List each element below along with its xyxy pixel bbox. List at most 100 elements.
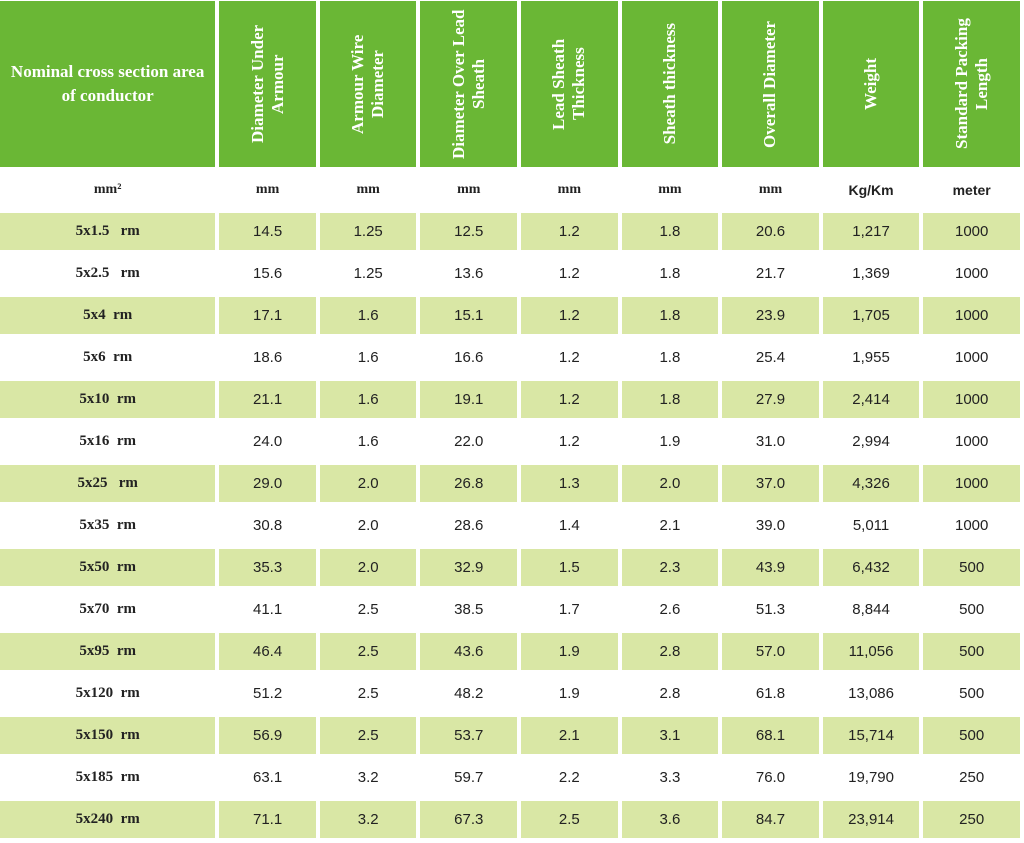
table-cell: 38.5 [454,601,484,618]
header-weight: Weight [822,1,920,167]
table-cell: 57.0 [722,633,819,670]
table-cell: 43.6 [420,633,518,670]
units-row: mm² mm mm mm mm mm mm Kg/Km meter [0,172,1020,208]
table-cell: 2.1 [659,517,681,534]
header-row: Nominal cross section area of conductor … [0,1,1020,167]
unit-cell: Kg/Km [822,172,920,208]
table-cell: 250 [923,801,1020,838]
table-cell: 3.6 [621,801,719,838]
table-cell: 12.5 [420,213,518,250]
table-cell: 1000 [923,381,1020,418]
row-label-cell: 5x10 rm [0,381,216,418]
row-label-cell: 5x35 rm [79,517,136,533]
table-cell: 1,705 [822,297,920,334]
table-cell: 1.2 [558,265,580,282]
table-cell: 11,056 [822,633,920,670]
table-cell: 500 [959,685,985,702]
table-cell: 1.6 [357,349,379,366]
table-cell: 2.8 [659,685,681,702]
table-cell: 1.8 [621,297,719,334]
table-cell: 21.7 [755,265,786,282]
table-cell: 32.9 [420,549,518,586]
table-cell: 2.6 [659,601,681,618]
header-standard-packing-length: Standard Packing Length [923,1,1020,167]
table-cell: 35.3 [219,549,316,586]
table-row: 5x10 rm 21.1 1.6 19.1 1.2 1.8 27.9 2,414 1000 [0,381,1020,418]
table-cell: 3.1 [621,717,719,754]
table-cell: 1.8 [621,381,719,418]
table-cell: 63.1 [252,769,283,786]
table-cell: 16.6 [454,349,484,366]
table-cell: 2.1 [521,717,618,754]
row-label-cell: 5x25 rm [0,465,216,502]
table-cell: 1.6 [357,433,379,450]
table-cell: 2,414 [822,381,920,418]
table-cell: 26.8 [420,465,518,502]
table-cell: 56.9 [219,717,316,754]
row-label-cell: 5x185 rm [75,769,140,785]
table-cell: 15.6 [252,265,283,282]
table-cell: 1000 [923,465,1020,502]
table-cell: 2.0 [319,549,417,586]
table-cell: 1000 [954,349,989,366]
table-cell: 1.7 [558,601,580,618]
table-cell: 500 [923,717,1020,754]
table-cell: 1.9 [558,685,580,702]
table-row: 5x35 rm 30.8 2.0 28.6 1.4 2.1 39.0 5,011 1000 [0,507,1020,544]
table-row: 5x150 rm 56.9 2.5 53.7 2.1 3.1 68.1 15,714 500 [0,717,1020,754]
table-cell: 71.1 [219,801,316,838]
table-cell: 1,369 [852,265,890,282]
table-cell: 1.2 [521,297,618,334]
table-cell: 30.8 [252,517,283,534]
table-cell: 15,714 [822,717,920,754]
table-cell: 67.3 [420,801,518,838]
table-cell: 1.25 [353,265,383,282]
table-cell: 1.5 [521,549,618,586]
table-cell: 46.4 [219,633,316,670]
row-label-cell: 5x240 rm [0,801,216,838]
table-cell: 1000 [923,297,1020,334]
table-row: 5x1.5 rm 14.5 1.25 12.5 1.2 1.8 20.6 1,217 1000 [0,213,1020,250]
row-label-cell: 5x16 rm [79,433,136,449]
unit-cell: mm [722,172,819,208]
table-cell: 3.2 [357,769,379,786]
unit-cell: mm [420,172,518,208]
row-label-cell: 5x6 rm [83,349,133,365]
table-cell: 51.2 [252,685,283,702]
table-row: 5x4 rm 17.1 1.6 15.1 1.2 1.8 23.9 1,705 1000 [0,297,1020,334]
table-cell: 2.5 [319,717,417,754]
table-cell: 1.8 [659,349,681,366]
table-cell: 1.3 [521,465,618,502]
table-row: 5x6 rm 18.6 1.6 16.6 1.2 1.8 25.4 1,955 1000 [0,339,1020,376]
header-sheath-thickness: Sheath thickness [621,1,719,167]
row-label-cell: 5x50 rm [0,549,216,586]
table-cell: 23.9 [722,297,819,334]
header-diameter-over-lead-sheath: Diameter Over Lead Sheath [420,1,518,167]
table-row: 5x95 rm 46.4 2.5 43.6 1.9 2.8 57.0 11,056 500 [0,633,1020,670]
table-cell: 250 [959,769,985,786]
table-cell: 2.5 [521,801,618,838]
table-cell: 2,994 [852,433,890,450]
table-cell: 59.7 [454,769,484,786]
table-cell: 76.0 [755,769,786,786]
table-row: 5x50 rm 35.3 2.0 32.9 1.5 2.3 43.9 6,432 500 [0,549,1020,586]
table-row: 5x16 rm 24.0 1.6 22.0 1.2 1.9 31.0 2,994 1000 [0,423,1020,460]
table-cell: 2.5 [357,601,379,618]
table-cell: 1.6 [319,297,417,334]
table-cell: 2.0 [319,465,417,502]
table-cell: 1,217 [822,213,920,250]
table-cell: 13.6 [454,265,484,282]
unit-cell: mm [621,172,719,208]
row-label-cell: 5x120 rm [75,685,140,701]
table-row: 5x120 rm 51.2 2.5 48.2 1.9 2.8 61.8 13,086 500 [0,675,1020,712]
table-cell: 27.9 [722,381,819,418]
table-cell: 22.0 [454,433,484,450]
unit-cell: mm² [0,172,216,208]
table-cell: 2.3 [621,549,719,586]
table-cell: 28.6 [454,517,484,534]
table-cell: 18.6 [252,349,283,366]
table-cell: 1.2 [558,349,580,366]
table-cell: 2.8 [621,633,719,670]
unit-cell: mm [219,172,316,208]
table-cell: 24.0 [252,433,283,450]
